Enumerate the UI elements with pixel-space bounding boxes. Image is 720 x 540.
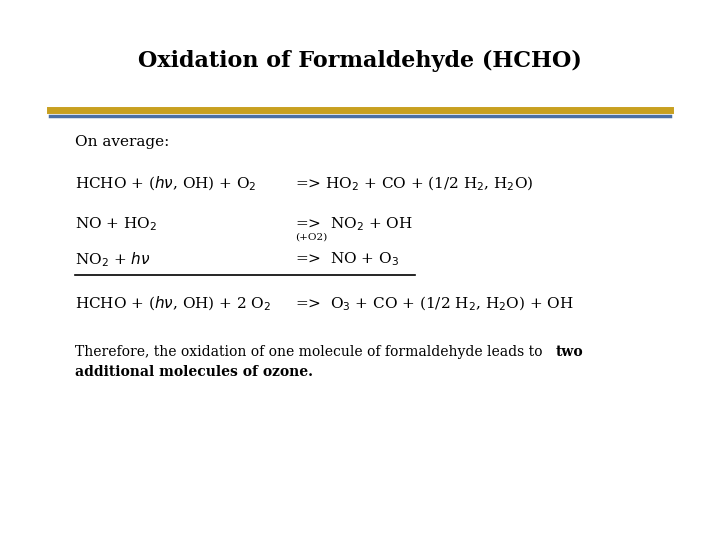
Text: =>  NO$_2$ + OH: => NO$_2$ + OH	[295, 215, 413, 233]
Text: =>  NO + O$_3$: => NO + O$_3$	[295, 250, 399, 268]
Text: (+O2): (+O2)	[295, 233, 328, 242]
Text: HCHO + ($h\nu$, OH) + 2 O$_2$: HCHO + ($h\nu$, OH) + 2 O$_2$	[75, 295, 271, 313]
Text: =>  O$_3$ + CO + (1/2 H$_2$, H$_2$O) + OH: => O$_3$ + CO + (1/2 H$_2$, H$_2$O) + OH	[295, 295, 574, 313]
Text: Therefore, the oxidation of one molecule of formaldehyde leads to: Therefore, the oxidation of one molecule…	[75, 345, 547, 359]
Text: additional molecules of ozone.: additional molecules of ozone.	[75, 365, 313, 379]
Text: Oxidation of Formaldehyde (HCHO): Oxidation of Formaldehyde (HCHO)	[138, 50, 582, 72]
Text: => HO$_2$ + CO + (1/2 H$_2$, H$_2$O): => HO$_2$ + CO + (1/2 H$_2$, H$_2$O)	[295, 175, 534, 193]
Text: two: two	[556, 345, 584, 359]
Text: NO + HO$_2$: NO + HO$_2$	[75, 215, 157, 233]
Text: HCHO + ($h\nu$, OH) + O$_2$: HCHO + ($h\nu$, OH) + O$_2$	[75, 175, 256, 193]
Text: On average:: On average:	[75, 135, 169, 149]
Text: NO$_2$ + $h\nu$: NO$_2$ + $h\nu$	[75, 250, 150, 269]
